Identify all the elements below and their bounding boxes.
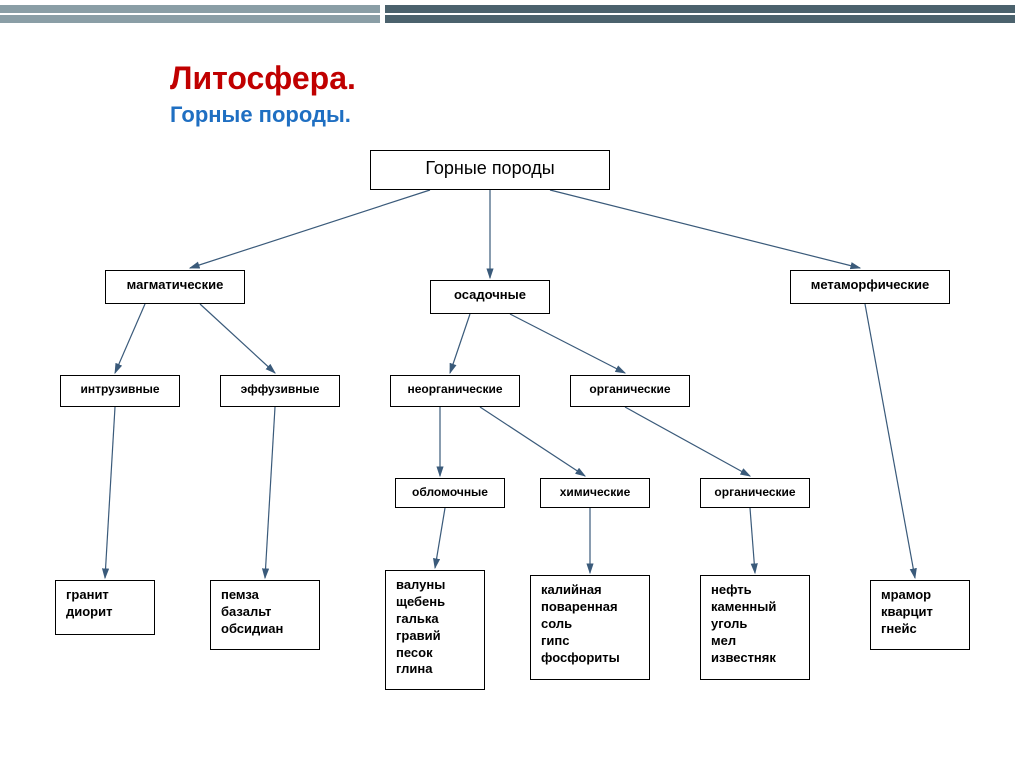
- page-subtitle: Горные породы.: [170, 102, 351, 128]
- node-effusive: эффузивные: [220, 375, 340, 407]
- node-ex-chemical: калийнаяповареннаясольгипсфосфориты: [530, 575, 650, 680]
- node-inorganic: неорганические: [390, 375, 520, 407]
- node-organic1: органические: [570, 375, 690, 407]
- node-magmatic: магматические: [105, 270, 245, 304]
- node-ex-metamorphic: мраморкварцитгнейс: [870, 580, 970, 650]
- node-ex-effusive: пемзабазальтобсидиан: [210, 580, 320, 650]
- node-metamorphic: метаморфические: [790, 270, 950, 304]
- node-ex-clastic: валуныщебеньгалькагравийпесокглина: [385, 570, 485, 690]
- node-ex-intrusive: гранитдиорит: [55, 580, 155, 635]
- node-organic2: органические: [700, 478, 810, 508]
- node-intrusive: интрузивные: [60, 375, 180, 407]
- node-ex-organic: нефтькаменныйугольмелизвестняк: [700, 575, 810, 680]
- page-title: Литосфера.: [170, 60, 356, 97]
- node-sedimentary: осадочные: [430, 280, 550, 314]
- node-chemical: химические: [540, 478, 650, 508]
- node-clastic: обломочные: [395, 478, 505, 508]
- node-root: Горные породы: [370, 150, 610, 190]
